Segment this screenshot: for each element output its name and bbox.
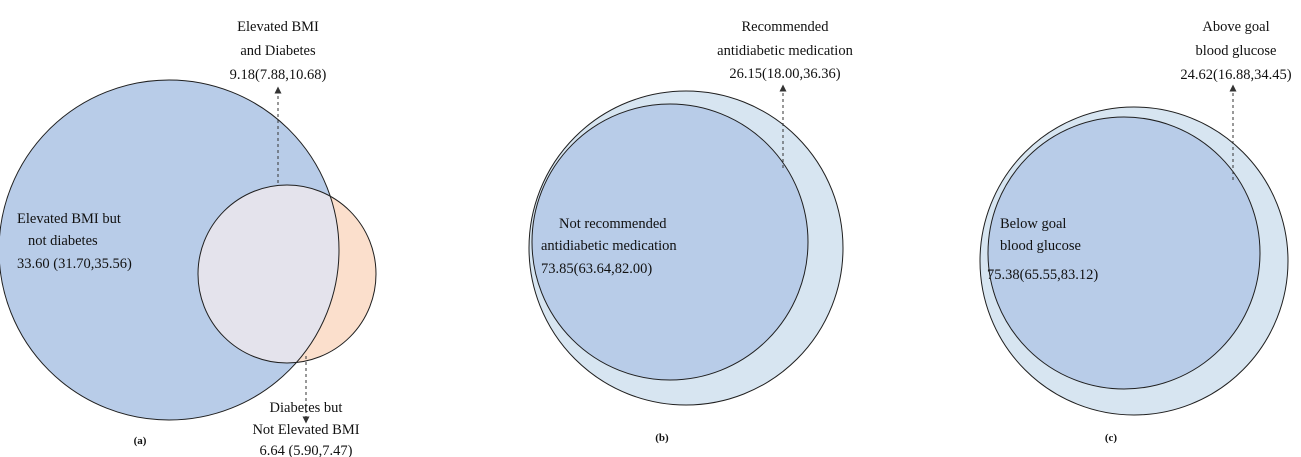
elevated-bmi-outline xyxy=(0,79,340,421)
not-recommended-label-line1: Not recommended xyxy=(559,216,667,232)
recommended-label-line2: antidiabetic medication xyxy=(717,43,853,59)
below-goal-label-line2: blood glucose xyxy=(1000,238,1081,254)
left-only-label-line2: not diabetes xyxy=(28,233,98,249)
recommended-label-line1: Recommended xyxy=(742,19,830,35)
overlap-label-line1: Elevated BMI xyxy=(237,19,319,35)
right-only-value: 6.64 (5.90,7.47) xyxy=(259,443,352,457)
right-only-label-line1: Diabetes but xyxy=(270,400,343,416)
below-goal-circle xyxy=(987,116,1261,390)
panel-a: Elevated BMI and Diabetes 9.18(7.88,10.6… xyxy=(0,19,377,457)
right-only-label-line2: Not Elevated BMI xyxy=(252,422,359,438)
panel-c-label: (c) xyxy=(1105,432,1118,444)
panel-c: Above goal blood glucose 24.62(16.88,34.… xyxy=(979,19,1292,444)
diabetes-outline xyxy=(197,184,377,364)
panel-a-label: (a) xyxy=(134,435,147,447)
not-recommended-value: 73.85(63.64,82.00) xyxy=(541,261,652,277)
left-only-value: 33.60 (31.70,35.56) xyxy=(17,256,132,272)
above-goal-label-line1: Above goal xyxy=(1202,19,1269,35)
panel-b-label: (b) xyxy=(655,432,669,444)
above-goal-label-line2: blood glucose xyxy=(1196,43,1277,59)
recommended-value: 26.15(18.00,36.36) xyxy=(729,66,840,82)
overlap-value: 9.18(7.88,10.68) xyxy=(230,67,327,83)
left-only-label-line1: Elevated BMI but xyxy=(17,211,121,227)
below-goal-value: 75.38(65.55,83.12) xyxy=(987,267,1098,283)
not-recommended-circle xyxy=(531,103,809,381)
panel-b: Recommended antidiabetic medication 26.1… xyxy=(528,19,854,444)
not-recommended-label-line2: antidiabetic medication xyxy=(541,238,677,254)
above-goal-value: 24.62(16.88,34.45) xyxy=(1180,67,1291,83)
below-goal-label-line1: Below goal xyxy=(1000,216,1066,232)
overlap-label-line2: and Diabetes xyxy=(240,43,316,59)
